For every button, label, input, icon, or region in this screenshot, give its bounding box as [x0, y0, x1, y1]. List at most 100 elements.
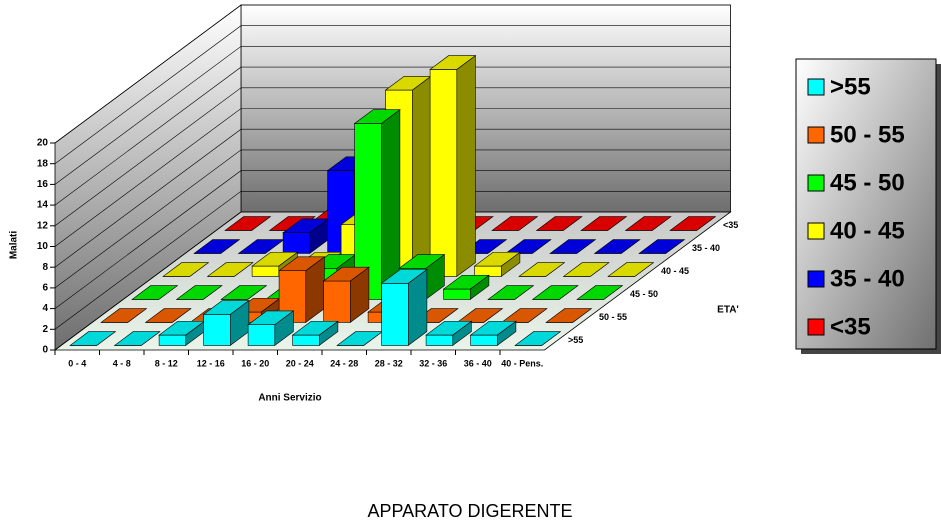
bar-top — [251, 251, 299, 267]
y-tick-label: 2 — [42, 324, 48, 335]
bar — [562, 262, 610, 277]
y-tick-label: 10 — [37, 241, 49, 252]
chart-title: APPARATO DIGERENTE — [367, 501, 572, 521]
y-axis-label: Malati — [9, 231, 20, 260]
bar-side — [380, 109, 401, 300]
x-tick-label: 0 - 4 — [68, 358, 86, 368]
x-tick-label: 40 - Pens. — [501, 358, 543, 368]
legend-swatch — [807, 126, 825, 144]
y-tick-label: 8 — [42, 262, 48, 273]
bar-top — [487, 285, 535, 300]
bar — [220, 285, 268, 300]
bar-top — [638, 239, 686, 254]
bar-front — [251, 265, 280, 277]
bar-top — [291, 320, 339, 336]
legend-label: <35 — [830, 313, 871, 340]
bar — [491, 216, 539, 231]
legend-swatch — [807, 222, 825, 240]
bar — [175, 285, 223, 300]
bar — [429, 55, 477, 277]
legend-label: 50 - 55 — [830, 121, 905, 148]
grid-line — [54, 149, 731, 289]
bar — [638, 239, 686, 254]
bar-top — [456, 308, 504, 323]
bar-front — [323, 280, 351, 323]
bar-top — [442, 274, 490, 290]
z-axis-label: ETA' — [717, 305, 739, 316]
bar-top — [144, 308, 192, 323]
x-axis-label: Anni Servizio — [258, 393, 321, 404]
bar-top — [322, 266, 370, 282]
legend-label: >55 — [830, 73, 871, 100]
bar — [593, 239, 641, 254]
bar — [113, 331, 161, 346]
bar-top — [593, 239, 641, 254]
bar-top — [100, 308, 148, 323]
y-tick-label: 6 — [42, 283, 48, 294]
bar-side — [411, 75, 432, 277]
bar-top — [131, 285, 179, 300]
bar-top — [398, 254, 446, 269]
y-tick-label: 18 — [37, 158, 49, 169]
bar — [514, 331, 562, 346]
bar-top — [535, 216, 583, 231]
bar — [206, 262, 254, 277]
legend-swatch — [807, 174, 825, 192]
bar — [487, 285, 535, 300]
bar — [282, 218, 330, 254]
bar — [469, 320, 517, 346]
bar-top — [549, 239, 597, 254]
bar-top — [624, 216, 672, 231]
bar-top — [247, 310, 295, 326]
x-tick-label: 4 - 8 — [113, 358, 131, 368]
bar-top — [113, 331, 161, 346]
bar-top — [429, 55, 477, 70]
z-tick-label: 50 - 55 — [599, 312, 627, 322]
x-tick-label: 28 - 32 — [375, 358, 403, 368]
legend-label: 45 - 50 — [830, 169, 905, 196]
y-tick-label: 4 — [42, 303, 48, 314]
y-tick-label: 14 — [37, 200, 49, 211]
bar-top — [531, 285, 579, 300]
bar-front — [429, 69, 458, 277]
bar — [322, 266, 370, 323]
bar-front — [425, 334, 454, 346]
bar — [193, 239, 241, 254]
bar-top — [224, 216, 272, 231]
grid-line — [54, 25, 731, 164]
x-tick-label: 36 - 40 — [464, 358, 492, 368]
legend-label: 40 - 45 — [830, 217, 905, 244]
bar — [291, 320, 339, 346]
bar — [100, 308, 148, 323]
bar-top — [580, 216, 628, 231]
x-tick-label: 24 - 28 — [330, 358, 358, 368]
bar — [425, 320, 473, 346]
bar — [580, 216, 628, 231]
bar — [162, 262, 210, 277]
bar — [518, 262, 566, 277]
bar-top — [202, 300, 250, 315]
bar — [353, 109, 401, 300]
bar — [144, 308, 192, 323]
z-tick-label: >55 — [568, 335, 583, 345]
z-tick-label: <35 — [723, 220, 738, 230]
y-tick-label: 12 — [37, 220, 49, 231]
grid-line — [54, 191, 731, 330]
bar-top — [206, 262, 254, 277]
x-tick-label: 32 - 36 — [419, 358, 447, 368]
bar-top — [518, 262, 566, 277]
grid-line — [54, 4, 731, 144]
bar-top — [220, 285, 268, 300]
bar-top — [380, 269, 428, 284]
y-tick-label: 0 — [42, 345, 48, 356]
legend-label: 35 - 40 — [830, 265, 905, 292]
bar — [69, 331, 117, 346]
bar-front — [470, 334, 498, 346]
bar — [131, 285, 179, 300]
bar-front — [381, 282, 409, 346]
y-tick-label: 20 — [37, 138, 49, 149]
bar-front — [474, 265, 502, 277]
bar — [535, 216, 583, 231]
z-tick-label: 35 - 40 — [692, 243, 720, 253]
